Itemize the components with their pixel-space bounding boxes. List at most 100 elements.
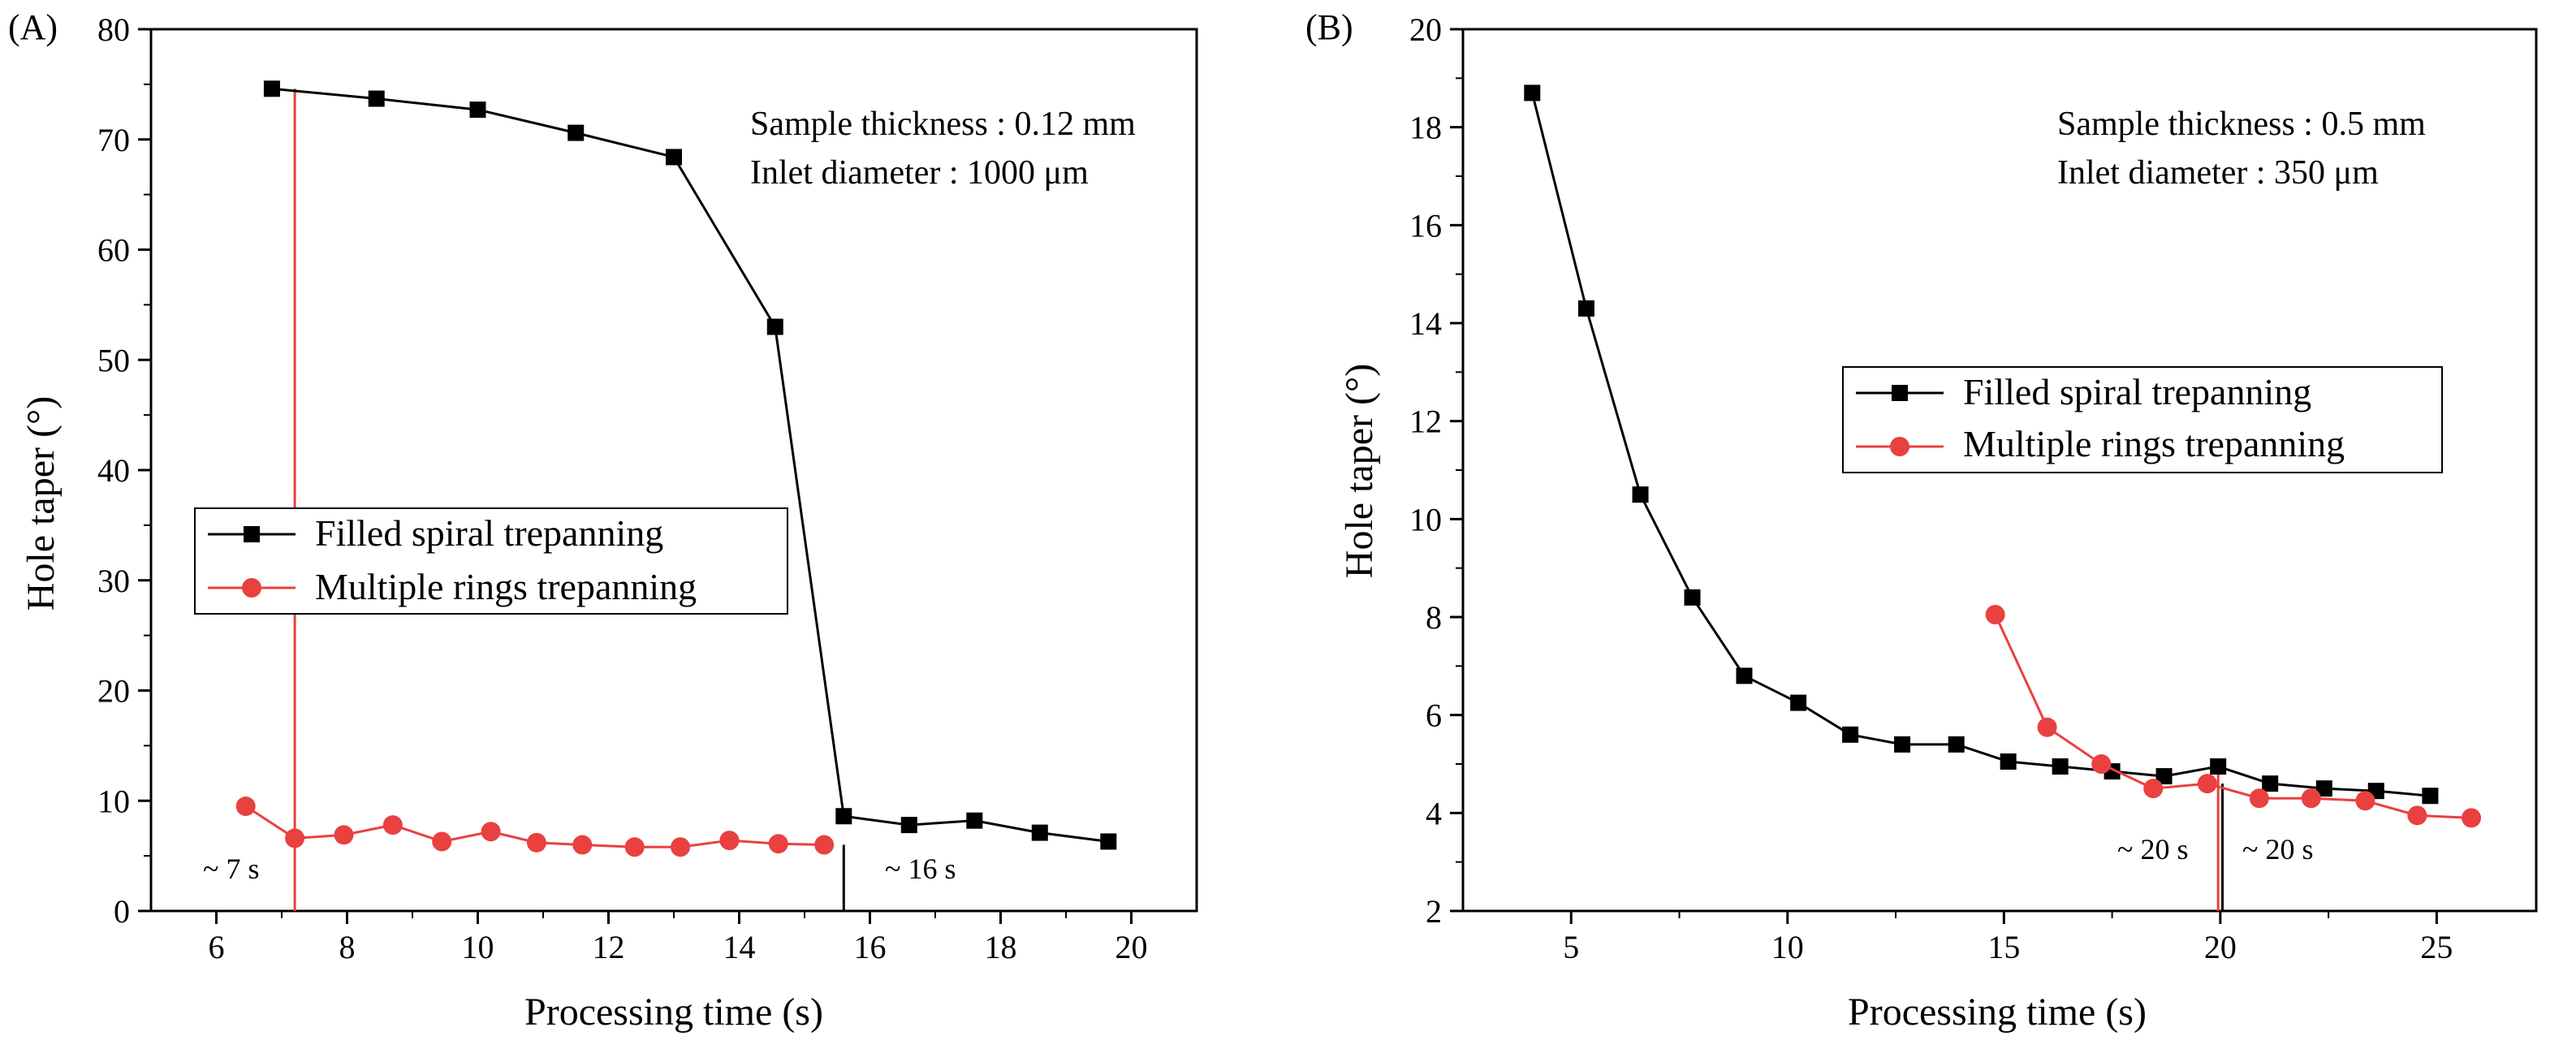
panel-b-point-filled-spiral [2052,758,2069,775]
panel-a-x-tick-label: 16 [854,929,887,965]
panel-b-point-filled-spiral [1948,736,1965,753]
panel-a-point-filled-spiral [666,149,682,166]
panel-b-y-tick-label: 14 [1409,305,1442,342]
panel-a-annotation-thickness: Sample thickness : 0.12 mm [750,106,1136,143]
panel-a-point-multiple-rings [382,815,403,835]
panel-b-point-filled-spiral [2262,775,2279,792]
panel-b-annotation-thickness: Sample thickness : 0.5 mm [2057,106,2426,143]
panel-a-point-filled-spiral [1031,824,1048,841]
panel-b-point-multiple-rings [2091,754,2112,774]
panel-b-legend-label-multiple-rings: Multiple rings trepanning [1963,423,2345,464]
panel-a-x-tick-label: 20 [1115,929,1148,965]
panel-b-point-filled-spiral [2210,758,2227,775]
panel-b-y-tick-label: 6 [1426,697,1442,734]
panel-a-point-filled-spiral [835,808,852,825]
panel-b-y-tick-label: 18 [1409,110,1442,146]
panel-a-y-tick-label: 20 [97,673,130,710]
panel-a-point-multiple-rings [572,835,593,855]
panel-a-x-axis-label: Processing time (s) [524,991,823,1034]
panel-b-point-filled-spiral [2155,768,2173,785]
panel-a-y-tick-label: 0 [114,893,130,930]
panel-a-legend-swatch-square [244,526,260,542]
panel-b-y-tick-label: 2 [1426,893,1442,930]
panel-a-y-axis-label: Hole taper (°) [19,396,63,611]
panel-b-x-tick-label: 10 [1771,929,1804,965]
panel-b-point-filled-spiral [1632,486,1649,503]
panel-b-x-axis-label: Processing time (s) [1848,991,2147,1034]
panel-a-point-filled-spiral [966,812,983,829]
panel-a-point-multiple-rings [235,796,256,817]
panel-b-point-filled-spiral [1736,667,1753,684]
panel-b-legend-label-filled-spiral: Filled spiral trepanning [1963,371,2311,412]
panel-a-point-filled-spiral [567,124,585,141]
panel-b-point-multiple-rings [2407,805,2427,826]
panel-a-point-filled-spiral [1100,833,1117,850]
panel-b-point-filled-spiral [1842,726,1859,743]
panel-a-legend-swatch-circle [242,578,261,598]
panel-a-point-filled-spiral [900,817,917,834]
panel-a-legend-box [194,507,788,615]
panel-a-marker-label-7s: ~ 7 s [203,853,260,885]
panel-b-point-filled-spiral [1894,736,1911,753]
panel-b-point-multiple-rings [1985,604,2005,624]
panel-b-x-tick-label: 20 [2204,929,2237,965]
panel-a-point-multiple-rings [481,822,501,842]
panel-a-series-line-0 [271,87,1109,843]
panel-a-y-tick-label: 30 [97,563,130,599]
panel-b-series-line-1 [1994,614,2472,819]
panel-b-x-tick-label: 5 [1563,929,1579,965]
panel-b-point-filled-spiral [2422,788,2439,805]
panel-b-point-multiple-rings [2249,788,2269,809]
panel-b-point-filled-spiral [1790,694,1807,711]
panel-b-legend-swatch-circle [1890,437,1909,456]
panel-a-point-multiple-rings [432,831,452,852]
panel-a-y-tick-label: 50 [97,342,130,378]
panel-a-point-multiple-rings [814,835,835,855]
panel-b-point-multiple-rings [2143,779,2164,799]
panel-b-marker-label-20s-red: ~ 20 s [2117,833,2189,866]
panel-b-y-tick-label: 4 [1426,795,1442,831]
panel-a-point-multiple-rings [624,837,645,857]
panel-b-point-filled-spiral [2000,753,2017,770]
panel-a-x-tick-label: 14 [723,929,756,965]
panel-b-series-line-0 [1530,93,2431,797]
panel-b-y-axis-label: Hole taper (°) [1338,364,1381,578]
panel-b-x-tick-label: 15 [1987,929,2020,965]
panel-b-y-tick-label: 10 [1409,501,1442,537]
panel-a-point-multiple-rings [719,831,740,851]
panel-b-y-tick-label: 8 [1426,599,1442,636]
panel-b-point-filled-spiral [2315,780,2332,797]
panel-a-x-tick-label: 12 [593,929,625,965]
panel-a-point-filled-spiral [263,80,280,97]
panel-a-x-tick-label: 10 [462,929,494,965]
panel-a-y-tick-label: 10 [97,783,130,819]
panel-b-y-tick-label: 12 [1409,404,1442,440]
panel-b-annotation-diameter: Inlet diameter : 350 μm [2057,154,2379,192]
panel-a-y-tick-label: 40 [97,452,130,489]
panel-b-y-tick-label: 20 [1409,11,1442,48]
panel-a-point-multiple-rings [768,834,788,854]
panel-b-point-filled-spiral [1577,300,1594,317]
panel-a-point-filled-spiral [469,101,486,119]
panel-a-point-multiple-rings [671,837,691,857]
panel-b-marker-label-20s-black: ~ 20 s [2242,833,2314,866]
panel-a-x-tick-label: 8 [339,929,356,965]
panel-a-point-multiple-rings [285,828,305,848]
panel-b-point-filled-spiral [1684,589,1701,606]
panel-b-point-filled-spiral [1524,84,1541,101]
panel-a-point-multiple-rings [334,825,354,845]
panel-a-y-tick-label: 70 [97,122,130,158]
panel-b-legend-swatch-square [1892,385,1908,401]
panel-b-point-multiple-rings [2301,788,2321,809]
panel-b-x-tick-label: 25 [2420,929,2453,965]
panel-b-label: (B) [1305,7,1353,47]
panel-a-label: (A) [8,7,58,47]
panel-a-point-multiple-rings [526,832,546,853]
panel-a-x-tick-label: 18 [985,929,1017,965]
panel-a-annotation-diameter: Inlet diameter : 1000 μm [750,154,1089,192]
panel-a-legend-label-filled-spiral: Filled spiral trepanning [315,512,663,554]
panel-b-point-multiple-rings [2462,808,2482,828]
panel-b-point-multiple-rings [2197,774,2217,794]
panel-a-point-filled-spiral [766,318,783,335]
